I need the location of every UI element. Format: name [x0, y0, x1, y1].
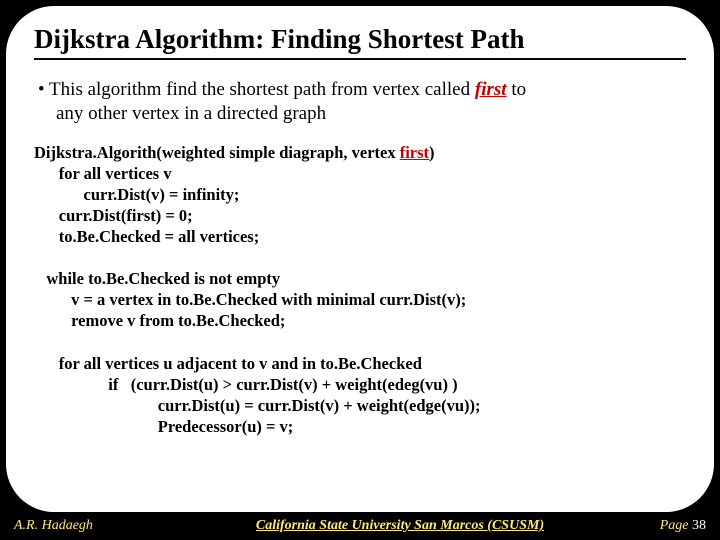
bullet-pre: • This algorithm find the shortest path … [38, 79, 475, 100]
footer-author: A.R. Hadaegh [0, 518, 170, 534]
slide-title: Dijkstra Algorithm: Finding Shortest Pat… [34, 24, 686, 60]
pseudo-l4: curr.Dist(first) = 0; [34, 206, 193, 225]
pseudo-l7: v = a vertex in to.Be.Checked with minim… [34, 290, 466, 309]
footer-page: Page 38 [630, 518, 720, 534]
pseudo-l10: if (curr.Dist(u) > curr.Dist(v) + weight… [34, 375, 458, 394]
pseudo-l12: Predecessor(u) = v; [34, 417, 293, 436]
pseudo-l2: for all vertices v [34, 164, 172, 183]
footer-page-number: 38 [692, 518, 706, 533]
pseudocode-block: Dijkstra.Algorith(weighted simple diagra… [34, 142, 686, 438]
pseudo-l5: to.Be.Checked = all vertices; [34, 227, 259, 246]
pseudo-sig-pre: Dijkstra.Algorith(weighted simple diagra… [34, 143, 400, 162]
pseudo-l9: for all vertices u adjacent to v and in … [34, 354, 422, 373]
bullet-line2: any other vertex in a directed graph [38, 102, 686, 126]
footer-university: California State University San Marcos (… [170, 518, 630, 534]
pseudo-l6: while to.Be.Checked is not empty [34, 269, 280, 288]
pseudo-sig-post: ) [429, 143, 435, 162]
keyword-first: first [475, 79, 507, 100]
pseudo-sig-kw: first [400, 143, 429, 162]
footer-page-label: Page [660, 518, 692, 533]
slide-panel: Dijkstra Algorithm: Finding Shortest Pat… [6, 6, 714, 512]
pseudo-l8: remove v from to.Be.Checked; [34, 311, 285, 330]
footer-bar: A.R. Hadaegh California State University… [0, 512, 720, 540]
bullet-text: • This algorithm find the shortest path … [34, 78, 686, 126]
pseudo-l3: curr.Dist(v) = infinity; [34, 185, 239, 204]
pseudo-l11: curr.Dist(u) = curr.Dist(v) + weight(edg… [34, 396, 481, 415]
bullet-post: to [507, 79, 527, 100]
